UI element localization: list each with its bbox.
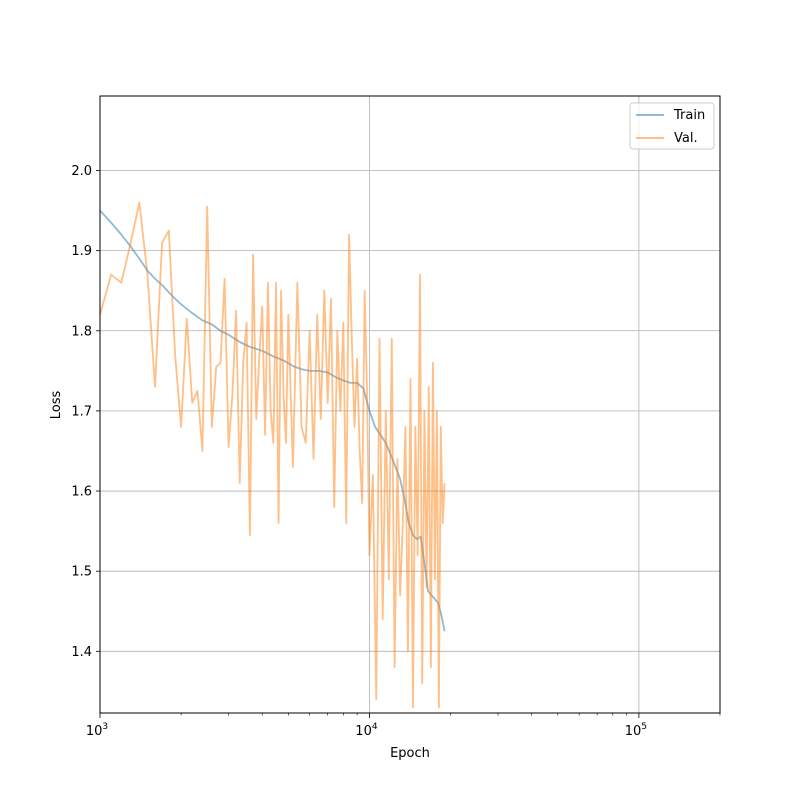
y-tick-label: 1.4	[71, 645, 92, 660]
x-tick-label-base: 10	[86, 724, 103, 739]
x-tick-label-base: 10	[625, 724, 642, 739]
x-tick-label-exponent: 4	[372, 722, 378, 732]
series-line-val	[100, 201, 446, 709]
y-tick-label: 2.0	[71, 164, 92, 179]
y-axis-label: Loss	[49, 391, 64, 420]
x-tick-label: 103	[86, 722, 108, 739]
x-tick-label: 104	[355, 722, 378, 739]
series-lines	[100, 201, 446, 709]
legend-label-train: Train	[673, 108, 705, 123]
series-line-train	[100, 209, 446, 632]
y-tick-label: 1.7	[71, 404, 92, 419]
legend-label-val: Val.	[674, 131, 698, 146]
x-axis-label: Epoch	[390, 746, 430, 761]
x-tick-label-exponent: 5	[641, 722, 647, 732]
plot-frame	[99, 95, 721, 714]
x-tick-label: 105	[625, 722, 647, 739]
y-tick-label: 1.8	[71, 324, 92, 339]
x-tick-label-base: 10	[355, 724, 372, 739]
y-tick-label: 1.6	[71, 485, 92, 500]
y-tick-label: 1.9	[71, 244, 92, 259]
legend: Train Val.	[629, 102, 715, 150]
y-tick-label: 1.5	[71, 565, 92, 580]
x-tick-label-exponent: 3	[102, 722, 108, 732]
